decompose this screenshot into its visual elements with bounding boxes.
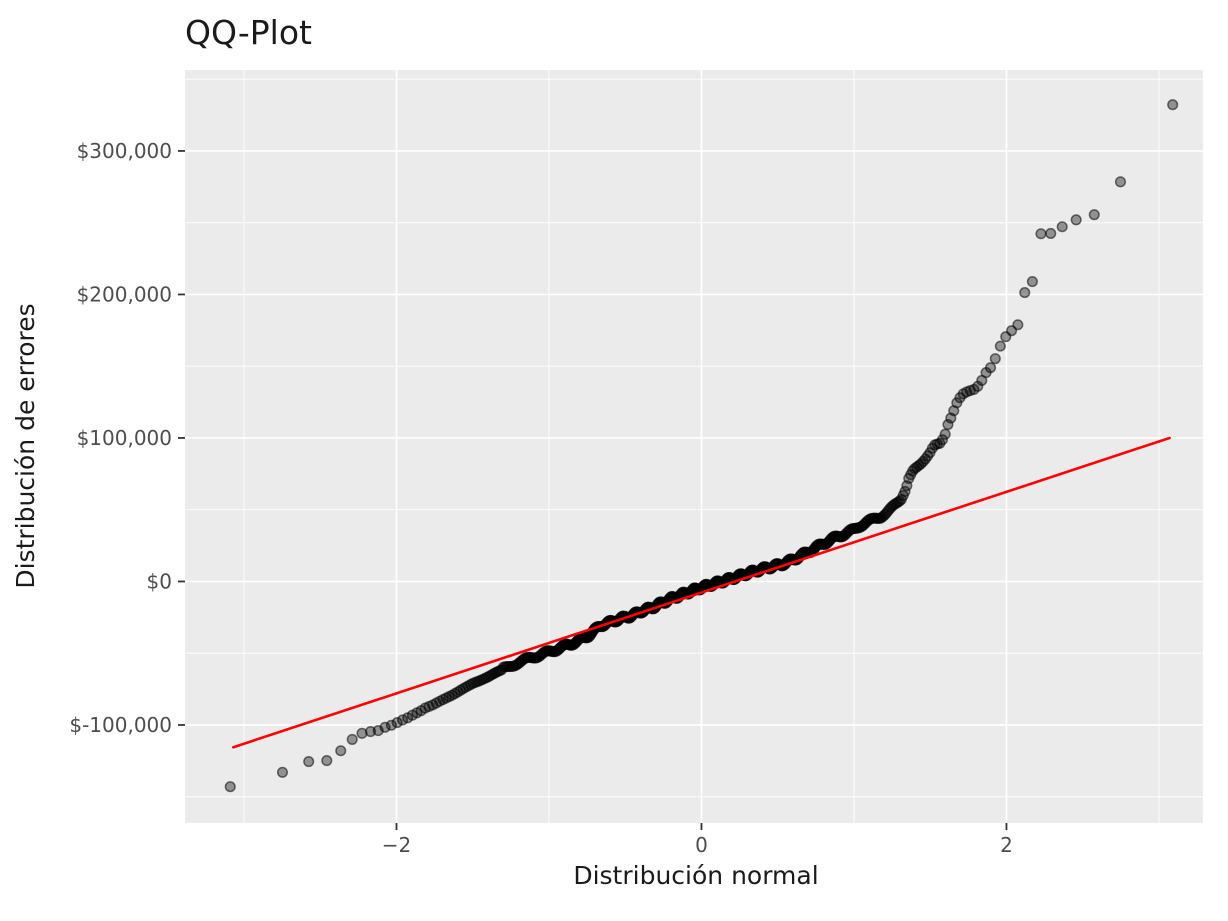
qq-point xyxy=(936,434,949,446)
qq-point xyxy=(989,353,1001,365)
qq-point xyxy=(1045,227,1057,239)
qq-point xyxy=(1070,214,1082,226)
qq-point xyxy=(276,766,289,778)
qq-point xyxy=(1056,221,1068,233)
x-tick-label: 2 xyxy=(1000,833,1013,857)
qq-point xyxy=(224,781,236,793)
reference-line-layer xyxy=(232,436,1171,749)
qq-point xyxy=(1167,99,1179,111)
qq-point xyxy=(385,719,397,731)
qq-point xyxy=(1035,228,1047,240)
qq-point xyxy=(939,428,951,440)
y-axis-title: Distribución de errores xyxy=(11,303,40,588)
qq-point xyxy=(994,340,1006,352)
x-tick-label: −2 xyxy=(382,833,411,857)
qq-point xyxy=(335,745,347,757)
qq-point xyxy=(1114,176,1127,188)
qq-point xyxy=(1012,319,1024,331)
qq-point xyxy=(356,727,368,739)
tick-labels-layer: −2 0 2 $300,000 $200,000 $100,000 $0 $-100,000 xyxy=(69,139,1012,857)
major-gridlines-layer xyxy=(185,70,1203,823)
y-tick-label: $300,000 xyxy=(77,139,172,163)
reference-line xyxy=(232,436,1171,749)
qq-point xyxy=(1088,209,1100,221)
y-tick-label: $-100,000 xyxy=(69,713,172,737)
qq-point xyxy=(984,362,997,374)
y-tick-label: $100,000 xyxy=(77,426,172,450)
panel-background-layer xyxy=(185,70,1203,823)
chart-title: QQ-Plot xyxy=(185,13,312,52)
y-tick-label: $200,000 xyxy=(77,282,172,306)
minor-gridlines-layer xyxy=(185,70,1203,823)
panel-background xyxy=(185,70,1203,823)
qq-point xyxy=(303,756,315,768)
x-axis-title: Distribución normal xyxy=(573,861,818,890)
qq-point xyxy=(346,733,358,745)
qq-point xyxy=(379,721,391,733)
qq-point xyxy=(321,755,333,767)
x-tick-label: 0 xyxy=(695,833,708,857)
tick-marks-layer xyxy=(178,150,1008,830)
qq-point xyxy=(391,717,403,729)
qq-point xyxy=(1026,276,1038,288)
qq-point xyxy=(1019,287,1031,299)
y-tick-label: $0 xyxy=(147,569,172,593)
